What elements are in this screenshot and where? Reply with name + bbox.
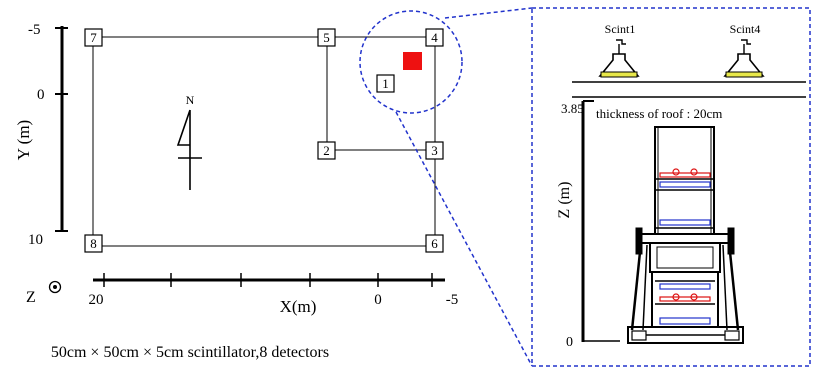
detector-label-8: 8: [90, 236, 97, 251]
detector-label-2: 2: [323, 143, 330, 158]
zoom-connector-bottom: [395, 111, 533, 367]
roof-thickness-note: thickness of roof : 20cm: [596, 106, 722, 121]
radiation-source-marker: [403, 52, 422, 70]
z-axis-symbol: Z: [26, 289, 36, 306]
z-bottom-label: 0: [566, 335, 573, 350]
scint4-label: Scint4: [730, 22, 761, 36]
side-view: Scint1 Scint4 3.85 0 Z (m) thickness of …: [531, 7, 811, 367]
x-tick-label-0: 0: [374, 292, 382, 308]
scintillator-1-icon: [598, 39, 640, 78]
detector-3: 3: [425, 141, 444, 160]
caption: 50cm × 50cm × 5cm scintillator,8 detecto…: [51, 344, 329, 361]
detector-label-5: 5: [323, 30, 330, 45]
y-tick-label-minus5: -5: [28, 22, 41, 38]
north-label: N: [186, 93, 195, 107]
zoom-connector-top: [444, 7, 533, 19]
scint1-label: Scint1: [605, 22, 636, 36]
x-tick-label-20: 20: [89, 292, 104, 308]
north-arrow-icon: N: [176, 93, 202, 190]
detector-8: 8: [84, 234, 103, 253]
scintillator-4-icon: [723, 39, 765, 78]
y-tick-label-0: 0: [37, 87, 45, 103]
detector-label-1: 1: [382, 76, 389, 91]
detector-4: 4: [425, 28, 444, 47]
y-axis-title: Y (m): [14, 120, 33, 160]
detector-label-6: 6: [431, 236, 438, 251]
z-axis-title: Z (m): [556, 182, 573, 219]
z-top-label: 3.85: [561, 101, 584, 116]
detector-stack-icon: [627, 126, 744, 344]
building-outline: [92, 36, 436, 247]
detector-label-4: 4: [431, 30, 438, 45]
plan-view: -5 0 10 Y (m) 7 5 4 1 2: [14, 10, 463, 361]
detector-7: 7: [84, 28, 103, 47]
detector-label-7: 7: [90, 30, 97, 45]
side-view-frame: [531, 7, 811, 367]
zoom-circle: [359, 10, 463, 114]
x-axis-title: X(m): [280, 297, 317, 316]
out-of-page-icon: [48, 280, 62, 294]
detector-5: 5: [317, 28, 336, 47]
detector-label-3: 3: [431, 143, 438, 158]
y-tick-label-10: 10: [28, 232, 43, 248]
detector-6: 6: [425, 234, 444, 253]
detector-1: 1: [376, 74, 395, 93]
x-tick-label-minus5: -5: [446, 292, 459, 308]
detector-2: 2: [317, 141, 336, 160]
